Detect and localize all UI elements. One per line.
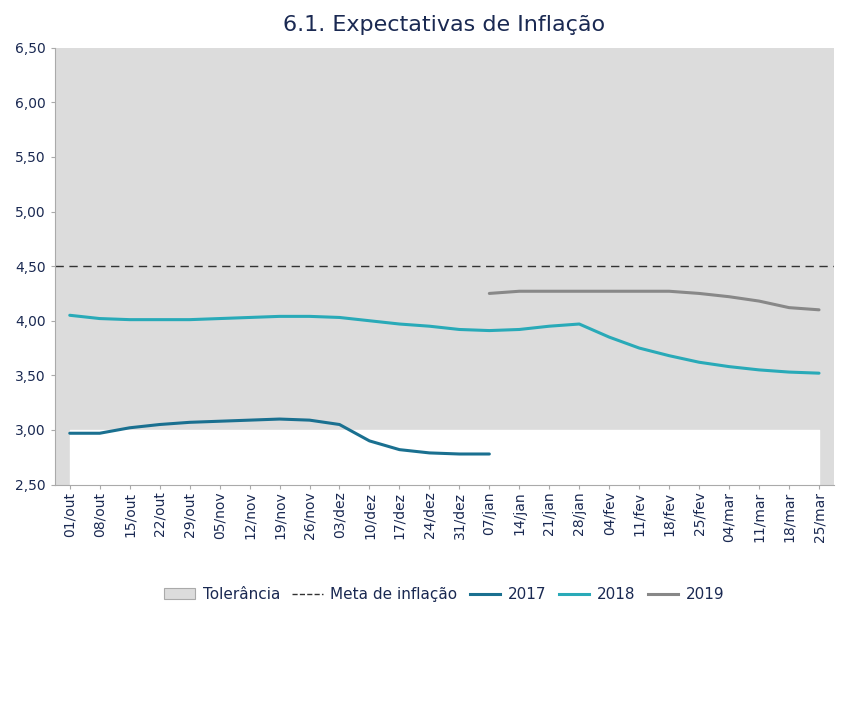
- Legend: Tolerância, Meta de inflação, 2017, 2018, 2019: Tolerância, Meta de inflação, 2017, 2018…: [158, 580, 730, 608]
- Title: 6.1. Expectativas de Inflação: 6.1. Expectativas de Inflação: [284, 15, 605, 35]
